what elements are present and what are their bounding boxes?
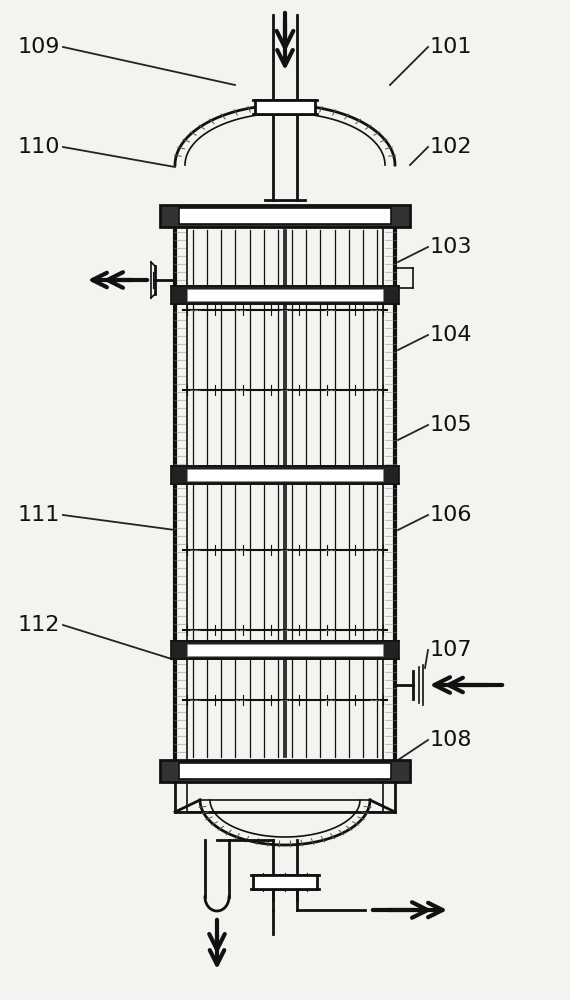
Bar — [171, 466, 399, 484]
Bar — [253, 875, 317, 889]
Bar — [179, 208, 391, 224]
Bar — [187, 469, 383, 481]
Bar — [255, 100, 315, 114]
Bar — [187, 289, 383, 301]
Text: 107: 107 — [430, 640, 473, 660]
Text: 105: 105 — [430, 415, 473, 435]
Text: 109: 109 — [18, 37, 60, 57]
Bar — [171, 641, 399, 659]
Text: 106: 106 — [430, 505, 473, 525]
Bar — [160, 205, 410, 227]
Text: 104: 104 — [430, 325, 473, 345]
Text: 111: 111 — [18, 505, 60, 525]
Bar — [160, 760, 410, 782]
Bar — [171, 286, 399, 304]
Text: 108: 108 — [430, 730, 473, 750]
Bar — [179, 763, 391, 779]
Bar — [187, 644, 383, 656]
Text: 103: 103 — [430, 237, 473, 257]
Text: 112: 112 — [18, 615, 60, 635]
Text: 102: 102 — [430, 137, 473, 157]
Text: 101: 101 — [430, 37, 473, 57]
Text: 110: 110 — [18, 137, 60, 157]
